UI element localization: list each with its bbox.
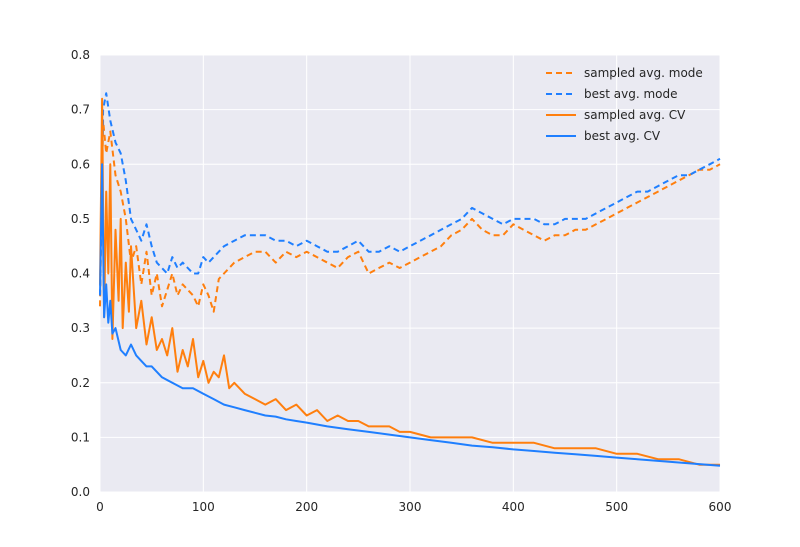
x-tick-label: 400 <box>502 500 525 514</box>
legend: sampled avg. mode best avg. mode sampled… <box>546 66 703 143</box>
series-line-0 <box>99 119 721 313</box>
x-tick-label: 600 <box>709 500 732 514</box>
x-tick-label: 100 <box>192 500 215 514</box>
y-axis-ticks: 0.0 0.1 0.2 0.3 0.4 0.5 0.6 0.7 0.8 <box>71 48 90 499</box>
y-tick-label: 0.6 <box>71 157 90 171</box>
series-line-1 <box>99 92 721 296</box>
legend-label-sampled-cv: sampled avg. CV <box>584 108 686 122</box>
x-tick-label: 300 <box>399 500 422 514</box>
series-layer <box>99 92 721 467</box>
y-tick-label: 0.0 <box>71 485 90 499</box>
y-tick-label: 0.3 <box>71 321 90 335</box>
x-tick-label: 500 <box>605 500 628 514</box>
series-line-3 <box>99 163 721 467</box>
x-axis-ticks: 0 100 200 300 400 500 600 <box>96 500 731 514</box>
grid <box>99 54 721 493</box>
y-tick-label: 0.4 <box>71 267 90 281</box>
legend-label-sampled-mode: sampled avg. mode <box>584 66 703 80</box>
y-tick-label: 0.7 <box>71 103 90 117</box>
series-line-2 <box>99 97 720 466</box>
y-tick-label: 0.2 <box>71 376 90 390</box>
x-tick-label: 0 <box>96 500 104 514</box>
legend-label-best-mode: best avg. mode <box>584 87 678 101</box>
x-tick-label: 200 <box>295 500 318 514</box>
legend-label-best-cv: best avg. CV <box>584 129 661 143</box>
y-tick-label: 0.5 <box>71 212 90 226</box>
y-tick-label: 0.8 <box>71 48 90 62</box>
y-tick-label: 0.1 <box>71 430 90 444</box>
